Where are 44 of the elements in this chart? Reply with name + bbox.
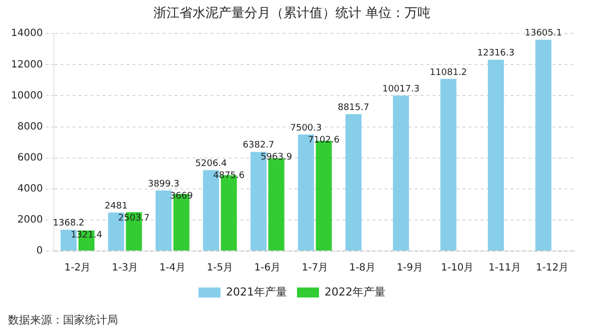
bar <box>392 95 409 250</box>
bar <box>488 60 504 250</box>
y-tick-label: 4000 <box>17 183 43 194</box>
y-tick-label: 12000 <box>11 59 43 70</box>
bar <box>345 114 362 250</box>
chart-title: 浙江省水泥产量分月（累计值）统计 单位：万吨 <box>153 6 431 22</box>
x-tick-label: 1-6月 <box>254 262 281 274</box>
x-tick-label: 1-2月 <box>64 262 91 274</box>
data-label: 2481 <box>104 201 128 212</box>
x-tick-label: 1-12月 <box>536 262 569 274</box>
bar <box>268 158 284 250</box>
y-tick-label: 14000 <box>11 28 43 40</box>
data-label: 8815.7 <box>338 102 370 113</box>
data-label: 7500.3 <box>290 123 322 134</box>
x-tick-label: 1-5月 <box>206 262 234 274</box>
legend-label: 2021年产量 <box>226 285 288 298</box>
y-tick-label: 6000 <box>17 152 43 164</box>
x-tick-label: 1-9月 <box>396 262 424 274</box>
bar <box>156 190 172 250</box>
data-label: 10017.3 <box>382 84 420 94</box>
x-tick-label: 1-8月 <box>349 262 376 274</box>
data-label: 5206.4 <box>195 158 228 169</box>
y-tick-label: 0 <box>36 246 43 257</box>
x-tick-label: 1-10月 <box>440 262 474 274</box>
data-label: 12316.3 <box>477 48 514 59</box>
data-label: 7102.6 <box>308 135 340 146</box>
data-label: 5963.9 <box>260 152 292 163</box>
data-label: 4875.6 <box>213 170 245 181</box>
data-label: 11081.2 <box>430 68 468 78</box>
data-label: 6382.7 <box>242 140 274 151</box>
y-tick-label: 2000 <box>17 214 43 226</box>
x-tick-label: 1-4月 <box>159 262 186 274</box>
legend-label: 2022年产量 <box>324 285 386 298</box>
bar <box>440 78 456 250</box>
x-tick-label: 1-11月 <box>488 262 522 274</box>
bar <box>535 40 552 250</box>
y-tick-label: 10000 <box>11 90 43 102</box>
x-tick-label: 1-3月 <box>112 262 138 274</box>
data-label: 1368.2 <box>52 218 84 229</box>
y-tick-label: 8000 <box>17 121 43 132</box>
source-note: 数据来源：国家统计局 <box>8 313 118 326</box>
data-label: 3899.3 <box>148 179 180 190</box>
data-label: 13605.1 <box>524 28 562 39</box>
x-tick-label: 1-7月 <box>302 262 328 274</box>
